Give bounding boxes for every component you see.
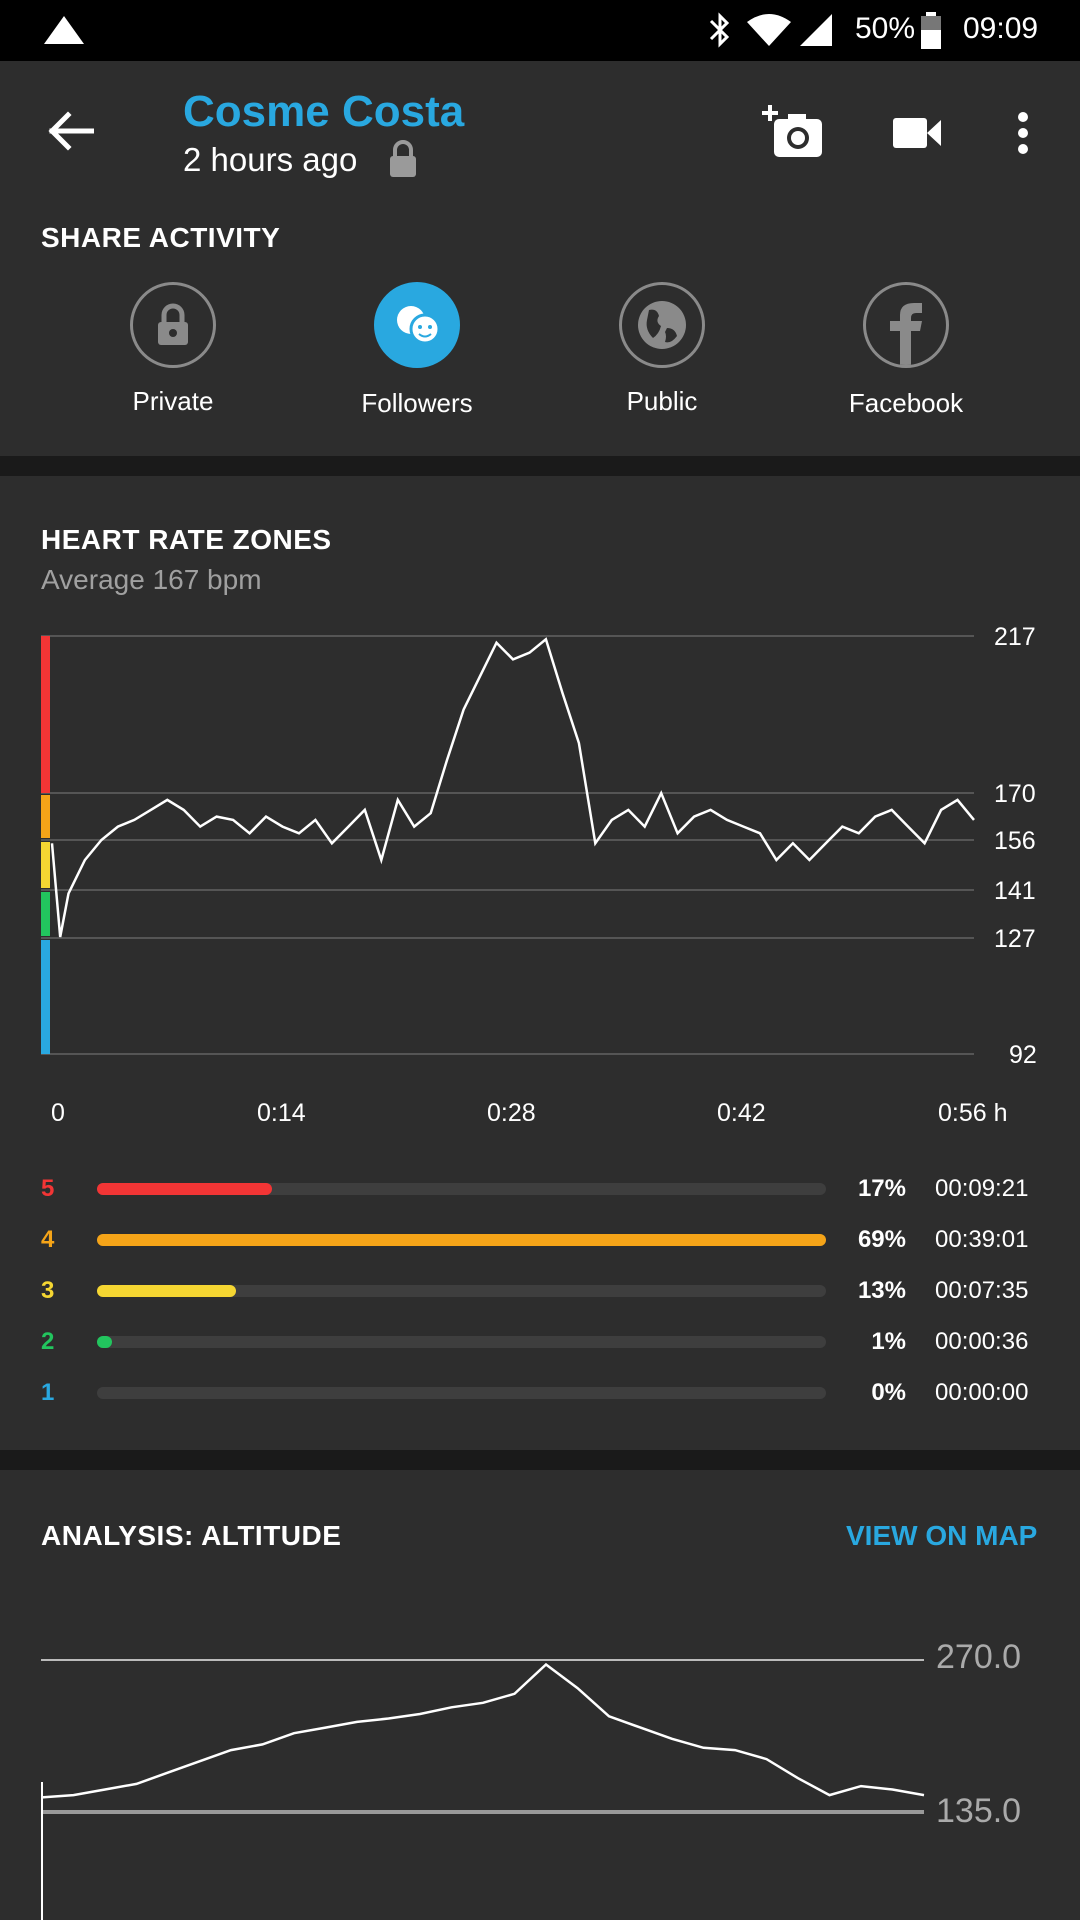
altitude-chart xyxy=(41,1659,925,1920)
zone-number: 4 xyxy=(41,1226,55,1253)
zone1-band xyxy=(41,940,50,1054)
zone-time: 00:00:36 xyxy=(935,1328,1029,1355)
zone-row: 4 69% 00:39:01 xyxy=(0,1215,1080,1265)
share-activity-title: SHARE ACTIVITY xyxy=(41,222,281,253)
zone-bar-track xyxy=(97,1234,826,1246)
zone-percent: 13% xyxy=(857,1277,906,1304)
share-option-private[interactable]: Private xyxy=(73,282,273,417)
lock-icon xyxy=(158,303,188,345)
zone3-band xyxy=(41,842,50,888)
heart-rate-card: HEART RATE ZONES Average 167 bpm 217 170… xyxy=(0,476,1080,1450)
zone-percent: 17% xyxy=(857,1175,906,1202)
zone-percent: 0% xyxy=(871,1379,906,1406)
average-bpm: Average 167 bpm xyxy=(41,564,262,595)
zone-row: 2 1% 00:00:36 xyxy=(0,1317,1080,1367)
lock-icon xyxy=(390,140,416,177)
time-ago: 2 hours ago xyxy=(183,141,358,178)
status-bar: 50% 09:09 xyxy=(0,0,1080,61)
facebook-icon xyxy=(890,303,922,365)
battery-icon xyxy=(921,12,941,49)
zone-bar-fill xyxy=(97,1183,272,1195)
y-tick-label: 217 xyxy=(994,623,1036,651)
zone-bar-fill xyxy=(97,1234,826,1246)
notification-icon xyxy=(44,16,84,44)
back-arrow-icon[interactable] xyxy=(48,111,94,151)
followers-icon xyxy=(397,306,441,345)
view-on-map-link[interactable]: VIEW ON MAP xyxy=(846,1520,1038,1551)
zone4-band xyxy=(41,795,50,838)
zone5-band xyxy=(41,636,50,793)
zone-bar-track xyxy=(97,1336,826,1348)
y-tick-label: 170 xyxy=(994,780,1036,808)
zone-row: 3 13% 00:07:35 xyxy=(0,1266,1080,1316)
altitude-line xyxy=(41,1662,925,1799)
zone-number: 3 xyxy=(41,1277,55,1304)
battery-percent: 50% xyxy=(855,12,916,45)
y-tick-label: 270.0 xyxy=(936,1638,1022,1676)
zone-time: 00:39:01 xyxy=(935,1226,1029,1253)
zone-row: 1 0% 00:00:00 xyxy=(0,1368,1080,1418)
x-tick-label: 0 xyxy=(51,1099,65,1127)
video-icon[interactable] xyxy=(893,116,943,150)
add-photo-icon[interactable] xyxy=(762,103,824,159)
bluetooth-icon xyxy=(709,12,730,48)
section-divider xyxy=(0,456,1080,476)
share-option-label: Facebook xyxy=(848,388,964,418)
zone2-band xyxy=(41,892,50,936)
heart-rate-title: HEART RATE ZONES xyxy=(41,524,332,555)
share-option-label: Public xyxy=(626,386,698,416)
zone-percent: 69% xyxy=(857,1226,906,1253)
share-option-facebook[interactable]: Facebook xyxy=(806,282,1006,419)
y-tick-label: 127 xyxy=(994,925,1036,953)
more-options-icon[interactable] xyxy=(1016,111,1030,155)
share-option-public[interactable]: Public xyxy=(562,282,762,417)
section-divider xyxy=(0,1450,1080,1470)
altitude-title: ANALYSIS: ALTITUDE xyxy=(41,1520,342,1551)
altitude-card: ANALYSIS: ALTITUDE VIEW ON MAP 270.0 135… xyxy=(0,1470,1080,1920)
zone-number: 2 xyxy=(41,1328,55,1355)
wifi-icon xyxy=(747,14,791,46)
zone-bar-track xyxy=(97,1285,826,1297)
zone-time: 00:09:21 xyxy=(935,1175,1029,1202)
zone-bar-track xyxy=(97,1183,826,1195)
zone-percent: 1% xyxy=(871,1328,906,1355)
y-tick-label: 92 xyxy=(1009,1041,1037,1069)
zone-number: 5 xyxy=(41,1175,55,1202)
y-tick-label: 141 xyxy=(994,877,1036,905)
globe-icon xyxy=(638,301,686,349)
activity-header: Cosme Costa 2 hours ago SHARE ACTIVITY P… xyxy=(0,61,1080,456)
x-tick-label: 0:28 xyxy=(487,1099,536,1127)
zone-time: 00:07:35 xyxy=(935,1277,1029,1304)
x-tick-label: 0:56 h xyxy=(938,1099,1008,1127)
x-tick-label: 0:14 xyxy=(257,1099,306,1127)
heart-rate-chart xyxy=(41,635,975,1055)
x-tick-label: 0:42 xyxy=(717,1099,766,1127)
share-option-label: Followers xyxy=(361,388,473,418)
cellular-icon xyxy=(800,14,832,46)
clock: 09:09 xyxy=(963,12,1039,45)
share-option-label: Private xyxy=(132,386,214,416)
y-tick-label: 135.0 xyxy=(936,1792,1022,1830)
zone-bar-fill xyxy=(97,1285,236,1297)
zone-number: 1 xyxy=(41,1379,55,1406)
share-option-followers[interactable]: Followers xyxy=(317,282,517,419)
heart-rate-line xyxy=(50,637,975,938)
zone-bar-fill xyxy=(97,1336,112,1348)
user-name[interactable]: Cosme Costa xyxy=(183,87,465,136)
zone-row: 5 17% 00:09:21 xyxy=(0,1164,1080,1214)
y-tick-label: 156 xyxy=(994,827,1036,855)
zone-time: 00:00:00 xyxy=(935,1379,1029,1406)
zone-bar-track xyxy=(97,1387,826,1399)
